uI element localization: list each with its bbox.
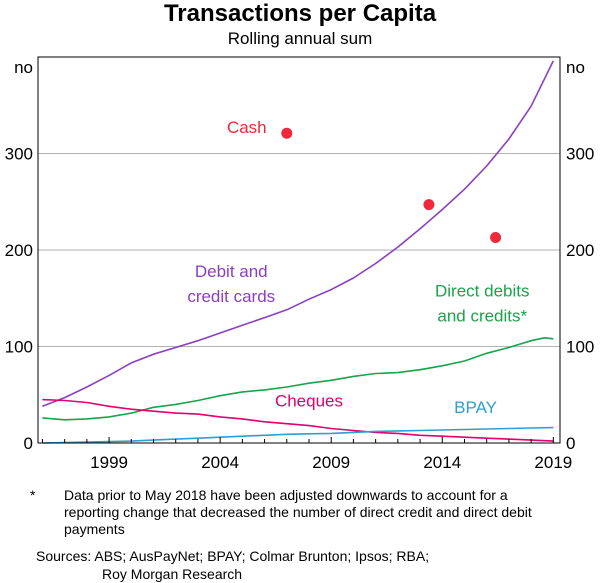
x-tick-label-2004: 2004 <box>201 453 239 472</box>
cheques-label-0: Cheques <box>275 391 343 410</box>
direct-debits-and-credits-label-0: Direct debits <box>435 281 529 300</box>
cheques-line <box>42 398 554 442</box>
y-tick-right-300: 300 <box>566 145 594 164</box>
debit-and-credit-cards-label-0: Debit and <box>195 262 268 281</box>
plot-frame <box>37 56 561 444</box>
cash-point-1 <box>423 199 435 211</box>
y-tick-left-300: 300 <box>5 145 33 164</box>
y-tick-right-0: 0 <box>566 434 575 453</box>
chart-title: Transactions per Capita <box>163 0 437 27</box>
x-tick-label-2014: 2014 <box>423 453 461 472</box>
cash-label-0: Cash <box>227 118 267 137</box>
y-unit-right: no <box>566 58 585 77</box>
cash-point-2 <box>490 231 502 243</box>
sources-line-2: Roy Morgan Research <box>102 566 243 582</box>
y-tick-right-100: 100 <box>566 338 594 357</box>
bpay-line <box>42 426 554 444</box>
direct-debits-and-credits-label-1: and credits* <box>437 306 527 325</box>
direct-debits-and-credits-line <box>42 337 554 421</box>
cash-point-0 <box>281 127 293 139</box>
debit-and-credit-cards-line <box>42 60 555 408</box>
debit-and-credit-cards-label-1: credit cards <box>187 287 275 306</box>
y-unit-left: no <box>14 58 33 77</box>
x-tick-label-2009: 2009 <box>312 453 350 472</box>
x-tick-label-1999: 1999 <box>90 453 128 472</box>
y-tick-left-200: 200 <box>5 241 33 260</box>
bpay-label-0: BPAY <box>454 398 497 417</box>
y-tick-left-0: 0 <box>24 434 33 453</box>
sources: Sources: ABS; AusPayNet; BPAY; Colmar Br… <box>36 547 576 583</box>
footnote-marker: * <box>30 487 36 503</box>
y-tick-right-200: 200 <box>566 241 594 260</box>
footnote-text: Data prior to May 2018 have been adjuste… <box>64 487 532 537</box>
sources-line-1: Sources: ABS; AusPayNet; BPAY; Colmar Br… <box>36 548 430 564</box>
chart-subtitle: Rolling annual sum <box>227 29 373 48</box>
x-tick-label-2019: 2019 <box>534 453 572 472</box>
y-tick-left-100: 100 <box>5 338 33 357</box>
